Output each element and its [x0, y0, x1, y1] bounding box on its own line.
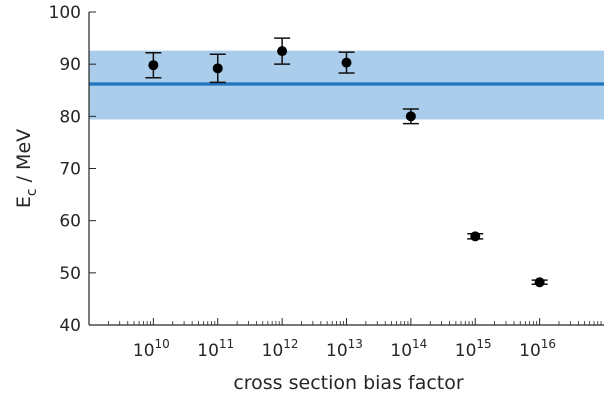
- y-tick-label: 60: [59, 212, 81, 232]
- x-tick-label: 1010: [133, 337, 170, 361]
- data-marker: [277, 46, 288, 57]
- x-tick-label: 1015: [455, 337, 492, 361]
- data-marker: [405, 111, 416, 122]
- ticks: 40 50 60 70 80 90 100 1010 1011 1012 1013 1014 1015 1…: [49, 3, 557, 361]
- y-tick-label: 90: [59, 55, 81, 75]
- data-marker: [534, 277, 545, 288]
- y-tick-label: 50: [59, 264, 81, 284]
- data-points: [145, 37, 548, 288]
- data-marker: [341, 57, 352, 68]
- y-tick-label: 100: [49, 3, 81, 23]
- data-point: [209, 53, 226, 84]
- axis-labels: cross section bias factor Ec / MeV: [13, 129, 464, 394]
- x-tick-label: 1013: [326, 337, 363, 361]
- data-marker: [470, 231, 481, 242]
- x-axis-label: cross section bias factor: [233, 372, 464, 394]
- y-axis-label-main: E: [13, 196, 35, 208]
- y-tick-label: 40: [59, 316, 81, 336]
- data-point: [338, 51, 355, 74]
- y-axis-label-subscript: c: [24, 188, 40, 196]
- data-marker: [212, 63, 223, 74]
- data-point: [274, 37, 291, 65]
- data-point: [467, 231, 484, 242]
- x-tick-label: 1012: [262, 337, 299, 361]
- data-point: [531, 277, 548, 288]
- y-tick-label: 70: [59, 160, 81, 180]
- x-tick-label: 1011: [197, 337, 234, 361]
- y-tick-label: 80: [59, 107, 81, 127]
- data-point: [402, 108, 419, 125]
- minor-ticks: [107, 321, 602, 325]
- y-axis-label: Ec / MeV: [13, 129, 40, 208]
- data-point: [145, 51, 162, 79]
- data-marker: [148, 60, 159, 71]
- y-axis-label-unit: / MeV: [13, 129, 35, 189]
- x-tick-label: 1014: [390, 337, 427, 361]
- x-tick-label: 1016: [519, 337, 556, 361]
